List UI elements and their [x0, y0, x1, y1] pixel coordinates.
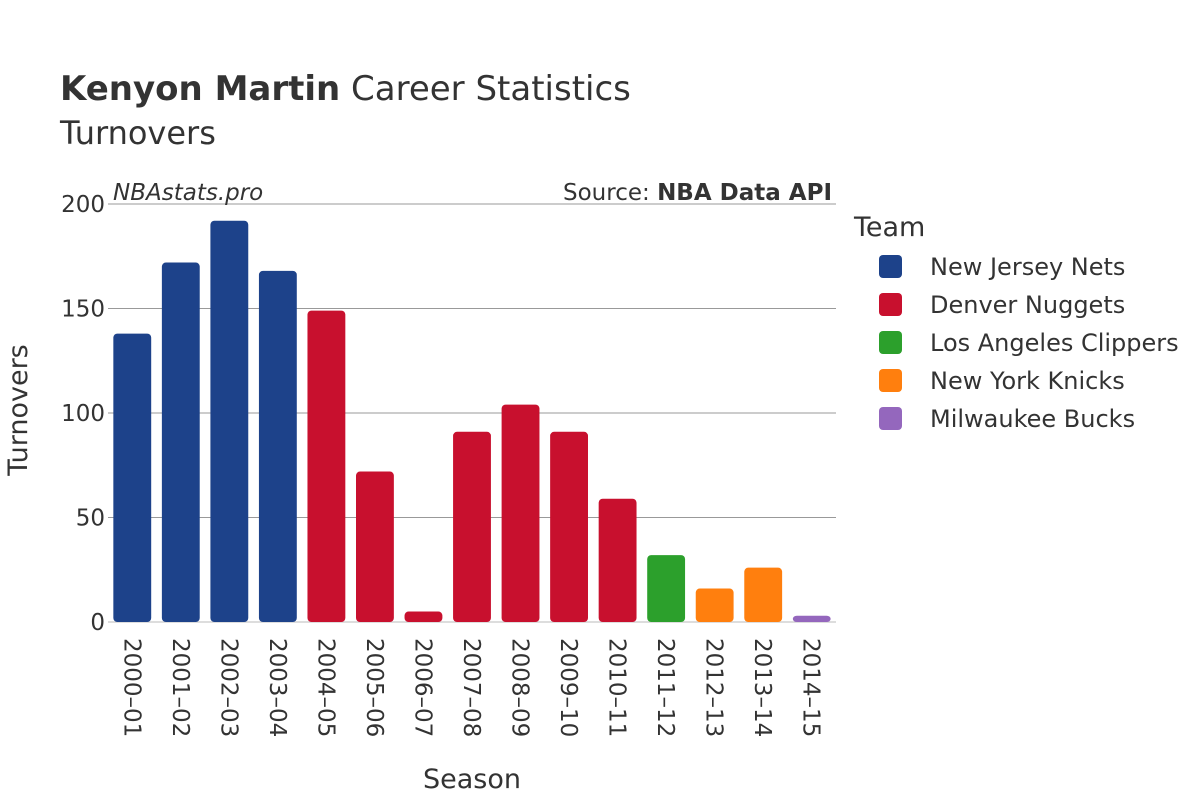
x-tick-label: 2012–13: [701, 638, 727, 737]
legend-swatch: [879, 369, 902, 392]
y-axis-label: Turnovers: [3, 344, 34, 477]
x-tick-label: 2002–03: [215, 638, 241, 737]
x-tick-label: 2007–08: [458, 638, 484, 737]
chart-title: Kenyon Martin Career Statistics: [60, 69, 631, 109]
bar: [258, 270, 297, 622]
x-tick-label: 2013–14: [749, 638, 775, 737]
legend-title: Team: [853, 212, 925, 243]
chart-title-rest: Career Statistics: [340, 69, 631, 109]
source-name: NBA Data API: [657, 180, 832, 206]
legend-item-label: Denver Nuggets: [930, 291, 1125, 319]
legend-item-label: New Jersey Nets: [930, 253, 1125, 281]
x-tick-label: 2003–04: [264, 638, 290, 737]
x-tick-label: 2000–01: [118, 638, 144, 737]
bar: [404, 611, 443, 622]
x-axis-label: Season: [423, 764, 521, 795]
source-label: Source: NBA Data API: [563, 180, 832, 206]
bar: [161, 262, 200, 622]
bar: [550, 431, 588, 622]
bars: [113, 220, 831, 622]
bar: [792, 615, 831, 622]
legend-swatch: [879, 255, 902, 278]
x-tick-label: 2011–12: [652, 638, 678, 737]
bar: [647, 555, 686, 622]
y-tick-label: 100: [61, 401, 105, 427]
y-tick-label: 200: [61, 192, 105, 218]
bar: [598, 498, 637, 622]
x-tick-label: 2009–10: [555, 638, 581, 737]
bar: [210, 220, 249, 622]
x-tick-label: 2008–09: [507, 638, 533, 737]
chart-subtitle: Turnovers: [59, 114, 216, 152]
y-tick-label: 150: [61, 297, 105, 323]
legend-item-label: Los Angeles Clippers: [930, 329, 1179, 357]
x-tick-label: 2006–07: [409, 638, 435, 737]
bar: [501, 404, 540, 622]
legend-swatch: [879, 407, 902, 430]
x-tick-label: 2004–05: [312, 638, 338, 737]
bar: [356, 471, 394, 622]
y-axis-ticks: 0 50 100 150 200: [61, 192, 105, 636]
legend-item-label: Milwaukee Bucks: [930, 405, 1135, 433]
bar: [113, 333, 152, 622]
bar: [453, 431, 491, 622]
y-tick-label: 0: [90, 610, 105, 636]
x-tick-label: 2001–02: [167, 638, 193, 737]
legend-item-label: New York Knicks: [930, 367, 1125, 395]
x-tick-label: 2005–06: [361, 638, 387, 737]
bar: [307, 310, 346, 622]
x-axis-ticks: 2000–01 2001–02 2002–03 2003–04 2004–05 2005–…: [118, 638, 823, 737]
y-tick-label: 50: [76, 506, 105, 532]
chart-title-player: Kenyon Martin: [60, 69, 340, 109]
x-tick-label: 2014–15: [798, 638, 824, 737]
watermark: NBAstats.pro: [113, 180, 263, 206]
legend-swatch: [879, 293, 902, 316]
x-tick-label: 2010–11: [604, 638, 630, 737]
source-prefix: Source:: [563, 180, 657, 206]
legend-swatch: [879, 331, 902, 354]
bar: [695, 588, 734, 622]
legend: Team New Jersey Nets Denver Nuggets Los An…: [853, 212, 1179, 433]
bar: [744, 567, 783, 622]
